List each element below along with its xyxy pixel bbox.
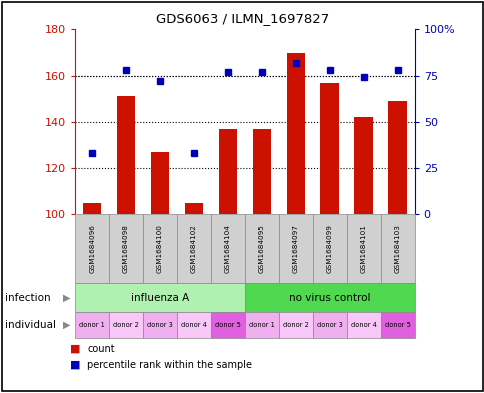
Bar [83,203,101,214]
Text: ■: ■ [70,360,81,369]
Text: percentile rank within the sample: percentile rank within the sample [87,360,252,369]
Text: donor 5: donor 5 [384,322,410,328]
Text: donor 2: donor 2 [113,322,139,328]
Bar [388,101,406,214]
Text: GSM1684096: GSM1684096 [89,224,95,273]
Bar [286,53,304,214]
Text: ▶: ▶ [62,320,70,330]
Text: no virus control: no virus control [288,293,370,303]
Text: GSM1684100: GSM1684100 [157,224,163,273]
Bar [320,83,338,214]
Text: GSM1684097: GSM1684097 [292,224,298,273]
Text: GSM1684099: GSM1684099 [326,224,332,273]
Bar [218,129,237,214]
Bar [354,117,372,214]
Text: infection: infection [5,293,50,303]
Text: donor 3: donor 3 [147,322,173,328]
Text: individual: individual [5,320,56,330]
Text: donor 4: donor 4 [350,322,376,328]
Text: GDS6063 / ILMN_1697827: GDS6063 / ILMN_1697827 [155,12,329,25]
Text: GSM1684102: GSM1684102 [191,224,197,273]
Bar [117,96,135,214]
Text: ▶: ▶ [62,293,70,303]
Bar [252,129,271,214]
Text: GSM1684098: GSM1684098 [123,224,129,273]
Text: GSM1684104: GSM1684104 [225,224,230,273]
Text: GSM1684101: GSM1684101 [360,224,366,273]
Text: donor 1: donor 1 [79,322,105,328]
Text: donor 5: donor 5 [214,322,241,328]
Text: donor 4: donor 4 [181,322,207,328]
Text: ■: ■ [70,344,81,354]
Bar [151,152,169,214]
Text: GSM1684103: GSM1684103 [394,224,400,273]
Text: count: count [87,344,115,354]
Bar [184,203,203,214]
Text: influenza A: influenza A [131,293,189,303]
Text: donor 2: donor 2 [282,322,308,328]
Text: GSM1684095: GSM1684095 [258,224,264,273]
Text: donor 1: donor 1 [248,322,274,328]
Text: donor 3: donor 3 [316,322,342,328]
